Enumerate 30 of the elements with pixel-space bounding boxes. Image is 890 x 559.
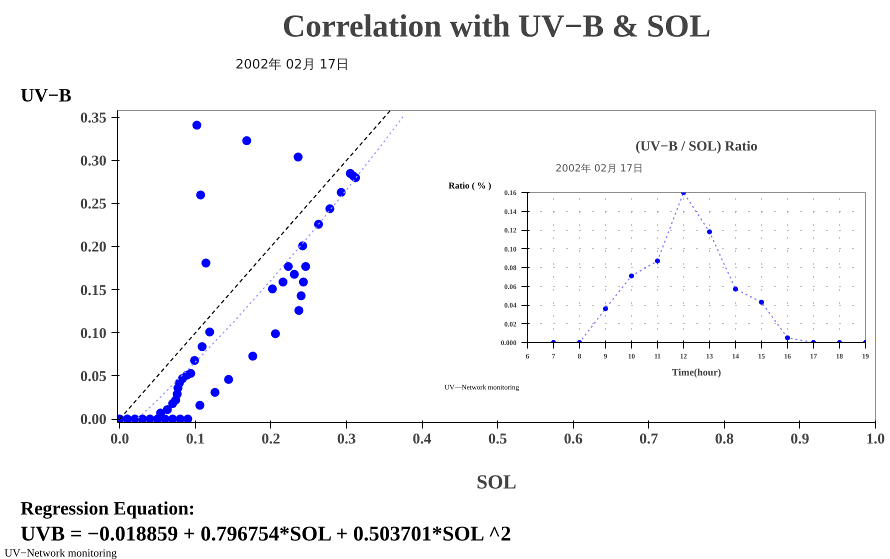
x-tick-label: 0.8 [714,432,734,448]
x-tick-label: 0.5 [488,432,508,448]
y-tick-label: 0.05 [80,368,106,385]
x-axis-title: Time(hour) [672,368,722,378]
y-tick-label: 0.30 [80,153,106,170]
text: Regression Equation: [20,498,195,520]
chart-title: (UV−B / SOL) Ratio [636,140,758,154]
y-tick-label: 0.10 [80,326,106,342]
x-tick-label: 0.2 [262,432,280,448]
x-tick-label: 0.3 [337,432,356,448]
x-tick-label: 0.4 [412,432,432,448]
text: UVB = −0.018859 + 0.796754*SOL + 0.503701*SOL ^2 [20,522,512,546]
chart-title: Correlation with UV−B & SOL [282,8,711,44]
chart-subtitle: 2002年 02月 17日 [236,58,349,72]
x-tick-label: 0.6 [564,432,584,448]
x-tick-label: 0.9 [790,432,810,448]
y-tick-label: 0.35 [80,110,106,126]
chart-subtitle: 2002年 02月 17日 [556,162,643,174]
y-tick-label: 0.20 [80,240,106,256]
x-tick-label: 0.0 [110,432,130,448]
y-axis-title: Ratio ( % ) [448,180,492,190]
y-tick-label: 0.00 [80,412,106,428]
text: UV−Network monitoring [4,548,118,559]
x-tick-label: 0.7 [639,432,659,448]
x-axis-title: SOL [476,472,517,494]
y-tick-label: 0.25 [80,196,106,213]
y-tick-label: 0.15 [80,282,106,299]
y-axis-title: UV−B [20,86,72,106]
x-tick-label: 1.0 [866,432,885,448]
x-tick-label: 0.1 [186,432,205,448]
